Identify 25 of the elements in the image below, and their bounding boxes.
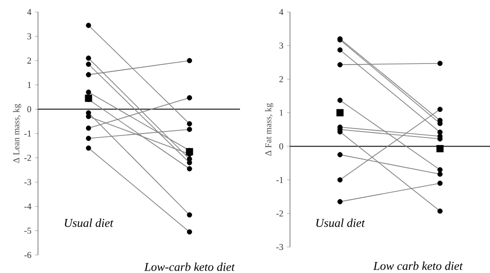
y-tick-label: 0 xyxy=(279,143,284,150)
y-tick-label: 2 xyxy=(279,76,283,82)
y-tick-label: 2 xyxy=(27,58,31,64)
y-axis-title: Δ Lean mass, kg xyxy=(13,104,22,163)
y-tick-label: -6 xyxy=(24,252,32,258)
y-tick-label: -4 xyxy=(24,203,32,210)
y-tick-label: -5 xyxy=(24,228,32,234)
x-tick-label: Usual diet xyxy=(64,218,114,227)
x-tick-label: Usual diet xyxy=(316,218,365,227)
y-tick-label: -3 xyxy=(276,244,284,250)
y-axis-title: Δ Fat mass, kg xyxy=(265,103,274,156)
x-tick-label: Low carb keto diet xyxy=(373,262,463,270)
y-tick-label: -2 xyxy=(276,210,283,216)
x-tick-label: Low-carb keto diet xyxy=(144,262,235,271)
y-tick-label: 3 xyxy=(279,42,284,49)
y-tick-label: 4 xyxy=(27,9,32,15)
y-tick-label: 3 xyxy=(27,33,32,40)
y-tick-label: 1 xyxy=(280,110,283,116)
y-tick-label: -3 xyxy=(24,179,32,186)
y-tick-label: 0 xyxy=(27,106,32,112)
y-tick-label: 4 xyxy=(279,9,284,15)
y-tick-label: -2 xyxy=(24,154,31,161)
y-tick-label: -1 xyxy=(24,130,31,136)
y-tick-label: 1 xyxy=(28,82,31,88)
y-tick-label: -1 xyxy=(276,176,283,183)
